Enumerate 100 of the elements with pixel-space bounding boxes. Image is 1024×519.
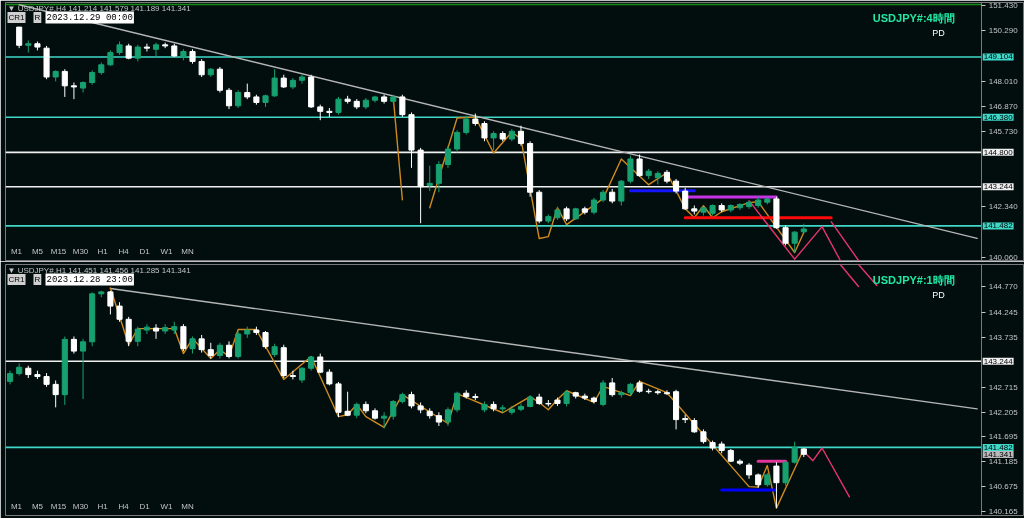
candlestick (454, 129, 461, 153)
ref-line-label: 143.244 (983, 356, 1014, 366)
annotation: R (34, 13, 41, 22)
annotation: D1 (139, 247, 151, 256)
annotation: H1 (97, 502, 109, 511)
ref-line-label: 149.104 (983, 52, 1014, 62)
candlestick (271, 68, 278, 98)
candlestick (736, 458, 743, 466)
candlestick (225, 87, 233, 110)
text: USDJPY#:1時間 (872, 273, 955, 286)
candlestick (682, 187, 689, 211)
ref-line-label: 143.244 (983, 182, 1014, 192)
annotation: M1 (10, 247, 23, 256)
candlestick (125, 316, 132, 347)
annotation: CR1 (8, 275, 26, 284)
candlestick (600, 379, 607, 407)
candlestick (143, 43, 150, 52)
candlestick (636, 154, 643, 178)
candlestick (791, 230, 798, 253)
annotation: M30 (72, 502, 89, 511)
text: USDJPY#:4時間 (872, 11, 955, 24)
annotation: MN (181, 247, 194, 256)
candlestick (663, 389, 670, 396)
candlestick (426, 165, 433, 192)
ref-line-label: 141.482 (983, 221, 1014, 231)
candlestick (152, 42, 160, 58)
annotation: H4 (118, 502, 130, 511)
y-tick-label: 142.205 (988, 407, 1019, 417)
candlestick (463, 115, 470, 136)
candlestick (782, 460, 789, 487)
candlestick (16, 26, 23, 49)
candlestick (289, 370, 296, 380)
annotation: M30 (72, 247, 89, 256)
candlestick (791, 441, 798, 465)
candlestick (454, 391, 461, 413)
candlestick (490, 130, 497, 151)
candlestick (517, 402, 525, 412)
candlestick (517, 125, 525, 147)
y-tick-label: 142.340 (988, 202, 1019, 212)
candlestick (143, 323, 150, 335)
annotation: M5 (31, 502, 44, 511)
annotation: PD (932, 27, 946, 38)
y-tick-label: 140.675 (988, 482, 1019, 492)
candlestick (235, 331, 242, 359)
candlestick (399, 94, 406, 118)
candlestick (344, 391, 351, 417)
annotation: W1 (160, 247, 174, 256)
candlestick (627, 155, 634, 184)
annotation: CR1 (8, 13, 26, 22)
annotation: H1 (97, 247, 109, 256)
annotation: R (34, 275, 41, 284)
annotation: 2023.12.29 00:00 (46, 12, 133, 23)
y-tick-label: 143.735 (988, 332, 1019, 342)
candlestick (116, 301, 123, 323)
candlestick (618, 179, 625, 207)
candlestick (216, 66, 223, 93)
annotation: W1 (160, 502, 174, 511)
ref-line-label: 141.482 (983, 442, 1014, 452)
y-tick-label: 141.185 (988, 457, 1019, 467)
candlestick (70, 82, 77, 100)
y-tick-label: 142.715 (988, 382, 1019, 392)
y-tick-label: 141.695 (988, 432, 1019, 442)
candlestick (134, 326, 141, 347)
annotation: M1 (10, 502, 23, 511)
annotation: D1 (139, 502, 151, 511)
y-tick-label: 140.060 (988, 252, 1019, 262)
ref-line-label: 144.800 (983, 147, 1014, 157)
y-tick-label: 144.245 (988, 307, 1019, 317)
annotation: 2023.12.28 23:00 (46, 274, 133, 285)
candlestick (609, 377, 616, 398)
annotation: M15 (50, 247, 67, 256)
candlestick (390, 399, 397, 421)
candlestick (180, 323, 187, 352)
candlestick (61, 68, 68, 98)
y-tick-label: 144.770 (988, 282, 1019, 292)
candlestick (152, 323, 160, 340)
annotation: M15 (50, 502, 67, 511)
line-series (748, 199, 841, 261)
y-tick-label: 146.870 (988, 101, 1019, 111)
chart-title: ▼ USDJPY#,H1 141.451 141.456 141.285 141.341 (7, 266, 192, 275)
y-tick-label: 140.165 (988, 507, 1019, 517)
line-series (429, 116, 805, 254)
line-series (109, 287, 805, 509)
candlestick (79, 338, 87, 400)
y-tick-label: 145.730 (988, 127, 1019, 137)
candlestick (782, 224, 789, 246)
annotation: M5 (31, 247, 44, 256)
annotation: MN (181, 502, 194, 511)
candlestick (444, 406, 452, 427)
candlestick (773, 461, 780, 509)
y-tick-label: 151.430 (988, 0, 1019, 10)
ref-line-label: 146.380 (983, 112, 1014, 122)
y-tick-label: 150.290 (988, 26, 1019, 36)
candlestick (444, 145, 452, 169)
annotation: PD (932, 289, 946, 300)
text: 141.341 (983, 450, 1014, 459)
candlestick (435, 160, 442, 193)
candlestick (481, 120, 488, 142)
candlestick (52, 379, 59, 408)
annotation: H4 (118, 247, 130, 256)
